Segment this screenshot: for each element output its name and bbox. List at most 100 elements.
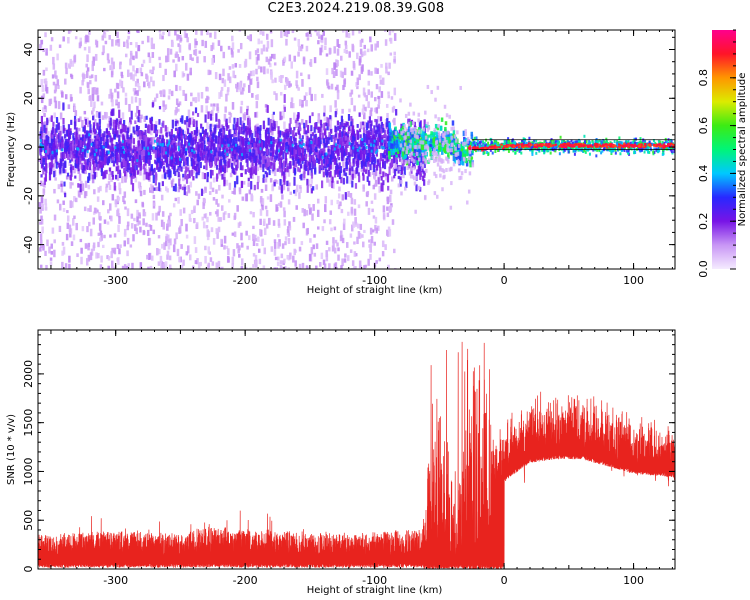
heatmap-cell	[370, 120, 373, 127]
heatmap-cell	[265, 172, 269, 178]
heatmap-cell	[352, 60, 356, 69]
heatmap-cell	[126, 160, 129, 167]
heatmap-cell	[239, 162, 242, 171]
heatmap-cell	[133, 169, 136, 176]
heatmap-cell	[298, 158, 302, 164]
heatmap-cell	[218, 92, 221, 99]
heatmap-cell	[361, 154, 364, 161]
heatmap-cell	[273, 140, 276, 145]
heatmap-cell	[123, 168, 126, 174]
heatmap-cell	[292, 255, 295, 263]
heatmap-cell	[38, 202, 42, 207]
page-title: C2E3.2024.219.08.39.G08	[267, 1, 445, 16]
heatmap-cell	[355, 142, 358, 146]
heatmap-cell	[341, 71, 344, 79]
heatmap-cell	[419, 171, 422, 180]
heatmap-cell	[108, 35, 111, 40]
heatmap-cell	[389, 206, 392, 213]
heatmap-cell	[298, 246, 302, 252]
heatmap-cell	[197, 144, 200, 153]
heatmap-cell	[233, 137, 236, 146]
heatmap-cell	[158, 156, 161, 164]
heatmap-cell	[138, 147, 141, 155]
heatmap-cell	[141, 130, 144, 140]
heatmap-cell	[219, 170, 222, 177]
heatmap-cell	[148, 81, 151, 89]
heatmap-cell	[357, 172, 360, 177]
heatmap-cell	[282, 145, 285, 150]
heatmap-cell	[176, 120, 179, 124]
heatmap-cell	[256, 133, 259, 142]
heatmap-cell	[294, 119, 297, 124]
heatmap-cell	[291, 103, 295, 109]
heatmap-cell	[295, 70, 299, 79]
heatmap-cell	[287, 182, 291, 187]
heatmap-cell	[347, 131, 350, 135]
heatmap-cell	[67, 124, 71, 133]
heatmap-cell	[238, 126, 241, 135]
heatmap-cell	[386, 118, 389, 127]
heatmap-cell	[114, 129, 117, 134]
heatmap-cell	[165, 236, 168, 241]
heatmap-cell	[325, 53, 329, 57]
heatmap-cell	[367, 169, 370, 177]
heatmap-cell	[210, 103, 213, 107]
heatmap-cell	[158, 248, 161, 255]
heatmap-cell	[306, 160, 309, 165]
heatmap-cell	[144, 129, 147, 137]
heatmap-cell	[371, 229, 375, 233]
heatmap-cell	[116, 257, 119, 262]
heatmap-cell	[402, 138, 406, 144]
heatmap-cell	[275, 155, 278, 161]
heatmap-cell	[111, 156, 115, 161]
heatmap-cell	[331, 176, 334, 183]
heatmap-cell	[112, 160, 116, 167]
heatmap-cell	[277, 153, 281, 162]
heatmap-cell	[377, 129, 380, 138]
heatmap-cell	[307, 74, 311, 80]
heatmap-cell	[336, 39, 339, 47]
heatmap-cell	[320, 127, 324, 135]
heatmap-cell	[215, 176, 219, 182]
heatmap-cell	[120, 74, 124, 79]
heatmap-cell	[334, 111, 337, 118]
heatmap-cell	[84, 243, 88, 249]
heatmap-cell	[118, 248, 121, 255]
heatmap-cell	[42, 133, 46, 140]
heatmap-cell	[262, 265, 266, 269]
heatmap-cell	[103, 30, 106, 35]
heatmap-cell	[287, 169, 291, 177]
heatmap-cell	[167, 239, 171, 243]
heatmap-cell	[102, 171, 105, 180]
heatmap-cell	[53, 188, 56, 194]
heatmap-cell	[105, 128, 108, 134]
heatmap-cell	[327, 85, 331, 90]
heatmap-cell	[441, 147, 444, 152]
heatmap-cell	[370, 71, 373, 76]
heatmap-cell	[335, 145, 338, 154]
heatmap-cell	[177, 163, 181, 168]
heatmap-cell	[267, 117, 270, 126]
heatmap-cell	[350, 121, 353, 127]
heatmap-cell	[178, 127, 181, 137]
heatmap-cell	[142, 151, 145, 156]
heatmap-cell	[362, 133, 366, 142]
heatmap-cell	[72, 234, 76, 241]
heatmap-cell	[373, 107, 377, 113]
heatmap-cell	[278, 138, 281, 144]
heatmap-cell	[350, 116, 353, 121]
heatmap-cell	[94, 135, 97, 143]
heatmap-cell	[328, 247, 331, 252]
heatmap-cell	[327, 267, 330, 269]
heatmap-cell	[275, 151, 278, 155]
heatmap-cell	[470, 141, 474, 147]
heatmap-cell	[192, 119, 196, 124]
heatmap-cell	[52, 135, 56, 140]
heatmap-cell	[312, 138, 315, 143]
heatmap-cell	[320, 153, 323, 158]
heatmap-cell	[374, 130, 378, 137]
heatmap-cell	[255, 128, 258, 137]
heatmap-cell	[237, 132, 240, 141]
heatmap-cell	[191, 159, 195, 164]
heatmap-cell	[390, 96, 394, 100]
